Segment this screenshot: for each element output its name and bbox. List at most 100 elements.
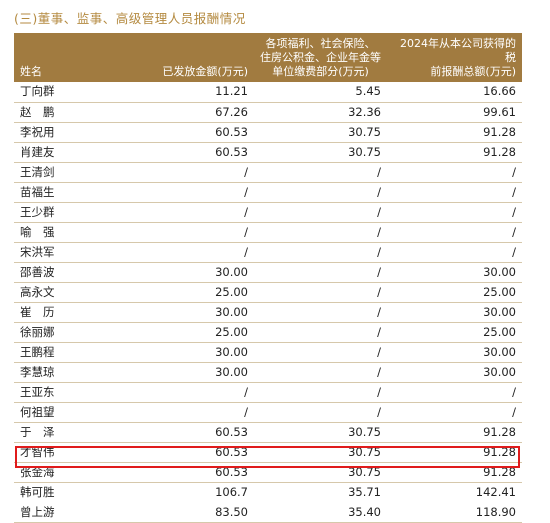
cell-name: 王清剑 bbox=[14, 162, 129, 183]
cell-benefits: / bbox=[254, 362, 387, 383]
cell-name: 高永文 bbox=[14, 282, 129, 303]
cell-benefits: / bbox=[254, 382, 387, 403]
cell-paid-amount: / bbox=[129, 222, 254, 243]
cell-paid-amount: 60.53 bbox=[129, 422, 254, 443]
cell-total-pretax: / bbox=[387, 182, 522, 203]
cell-paid-amount: 25.00 bbox=[129, 322, 254, 343]
table-row: 徐丽娜 25.00/25.00 bbox=[14, 322, 522, 343]
cell-benefits: / bbox=[254, 262, 387, 283]
cell-benefits: 30.75 bbox=[254, 422, 387, 443]
cell-name: 丁向群 bbox=[14, 82, 129, 103]
cell-total-pretax: 25.00 bbox=[387, 322, 522, 343]
cell-name: 王少群 bbox=[14, 202, 129, 223]
cell-benefits: / bbox=[254, 402, 387, 423]
cell-total-pretax: 30.00 bbox=[387, 362, 522, 383]
cell-total-pretax: / bbox=[387, 242, 522, 263]
cell-name: 韩可胜 bbox=[20, 484, 55, 499]
cell-benefits: / bbox=[254, 322, 387, 343]
cell-paid-amount: 30.00 bbox=[129, 262, 254, 283]
table-row: 赵 鹏 67.26 32.36 99.61 bbox=[14, 102, 522, 123]
cell-total-pretax: 30.00 bbox=[387, 262, 522, 283]
cell-total-pretax: 16.66 bbox=[387, 82, 522, 103]
table-header: 姓名 已发放金额(万元) 各项福利、社会保险、 住房公积金、企业年金等 单位缴费部分… bbox=[14, 33, 522, 82]
cell-paid-amount: 30.00 bbox=[129, 362, 254, 383]
table-row: 丁向群 11.21 5.45 16.66 bbox=[14, 82, 522, 103]
cell-name: 赵 鹏 bbox=[14, 102, 129, 123]
cell-total-pretax: 30.00 bbox=[387, 302, 522, 323]
cell-benefits: 30.75 bbox=[254, 142, 387, 163]
cell-benefits: / bbox=[254, 242, 387, 263]
cell-name: 曾上游 bbox=[14, 502, 129, 523]
cell-benefits: / bbox=[254, 302, 387, 323]
highlight-box bbox=[15, 446, 520, 468]
cell-total-pretax: / bbox=[387, 402, 522, 423]
table-row: 李祝用 60.53 30.75 91.28 bbox=[14, 122, 522, 143]
table-row: 于 泽 60.53 30.75 91.28 bbox=[14, 422, 522, 443]
cell-total-pretax: / bbox=[387, 162, 522, 183]
cell-paid-amount: / bbox=[129, 182, 254, 203]
header-total-pretax: 2024年从本公司获得的税 前报酬总额(万元) bbox=[387, 33, 522, 82]
cell-paid-amount: / bbox=[129, 402, 254, 423]
cell-paid-amount: 106.7 bbox=[215, 484, 248, 499]
cell-name: 宋洪军 bbox=[14, 242, 129, 263]
table-row: 王亚东 / / / bbox=[14, 382, 522, 403]
cell-name: 崔 历 bbox=[14, 302, 129, 323]
cell-name: 苗福生 bbox=[14, 182, 129, 203]
cell-total-pretax: / bbox=[387, 202, 522, 223]
cell-paid-amount: 25.00 bbox=[129, 282, 254, 303]
cell-benefits: / bbox=[254, 162, 387, 183]
cell-name: 何祖望 bbox=[14, 402, 129, 423]
header-paid-amount: 已发放金额(万元) bbox=[129, 33, 254, 82]
table-row: 王清剑 / / / bbox=[14, 162, 522, 183]
cell-benefits: 5.45 bbox=[254, 82, 387, 103]
cell-name: 邵善波 bbox=[14, 262, 129, 283]
cell-benefits: 35.71 bbox=[348, 484, 381, 499]
table-row: 肖建友 60.53 30.75 91.28 bbox=[14, 142, 522, 163]
cell-paid-amount: 83.50 bbox=[129, 502, 254, 523]
cell-benefits: / bbox=[254, 282, 387, 303]
cell-paid-amount: 30.00 bbox=[129, 342, 254, 363]
table-row: 李慧琼 30.00/30.00 bbox=[14, 362, 522, 383]
cell-benefits: 30.75 bbox=[254, 122, 387, 143]
cell-total-pretax: 25.00 bbox=[387, 282, 522, 303]
cell-paid-amount: / bbox=[129, 162, 254, 183]
table-row: 宋洪军 / / / bbox=[14, 242, 522, 263]
cell-total-pretax: 99.61 bbox=[387, 102, 522, 123]
table-row: 曾上游 83.50 35.40 118.90 bbox=[14, 502, 522, 523]
table-row: 何祖望 / / / bbox=[14, 402, 522, 423]
section-title: (三)董事、监事、高级管理人员报酬情况 bbox=[14, 11, 246, 26]
table-row: 高永文 25.00/25.00 bbox=[14, 282, 522, 303]
cell-total-pretax: 118.90 bbox=[387, 502, 522, 523]
table-row: 王少群 / / / bbox=[14, 202, 522, 223]
cell-total-pretax: / bbox=[387, 222, 522, 243]
cell-paid-amount: / bbox=[129, 242, 254, 263]
cell-name: 李祝用 bbox=[14, 122, 129, 143]
table-row: 崔 历 30.00/30.00 bbox=[14, 302, 522, 323]
cell-benefits: 32.36 bbox=[254, 102, 387, 123]
cell-paid-amount: 60.53 bbox=[129, 142, 254, 163]
table-row: 喻 强 / / / bbox=[14, 222, 522, 243]
cell-name: 徐丽娜 bbox=[14, 322, 129, 343]
cell-name: 肖建友 bbox=[14, 142, 129, 163]
cell-total-pretax: 91.28 bbox=[387, 422, 522, 443]
cell-name: 李慧琼 bbox=[14, 362, 129, 383]
cell-total-pretax: 30.00 bbox=[387, 342, 522, 363]
cell-benefits: / bbox=[254, 202, 387, 223]
table-row: 张金海 60.53 30.75 91.28 bbox=[14, 462, 522, 483]
cell-paid-amount: 67.26 bbox=[129, 102, 254, 123]
table-row: 韩可胜 106.7 35.71 142.41 bbox=[14, 482, 522, 502]
cell-name: 王鹏程 bbox=[14, 342, 129, 363]
header-benefits: 各项福利、社会保险、 住房公积金、企业年金等 单位缴费部分(万元) bbox=[254, 33, 387, 82]
table-row: 邵善波 30.00/30.00 bbox=[14, 262, 522, 283]
table-row: 苗福生 / / / bbox=[14, 182, 522, 203]
cell-benefits: / bbox=[254, 342, 387, 363]
cell-name: 于 泽 bbox=[14, 422, 129, 443]
cell-paid-amount: 30.00 bbox=[129, 302, 254, 323]
header-name: 姓名 bbox=[14, 33, 129, 82]
cell-benefits: / bbox=[254, 182, 387, 203]
cell-total-pretax: 91.28 bbox=[387, 122, 522, 143]
cell-benefits: / bbox=[254, 222, 387, 243]
cell-total-pretax: 142.41 bbox=[475, 484, 516, 499]
table-row: 王鹏程 30.00/30.00 bbox=[14, 342, 522, 363]
cell-total-pretax: 91.28 bbox=[387, 142, 522, 163]
